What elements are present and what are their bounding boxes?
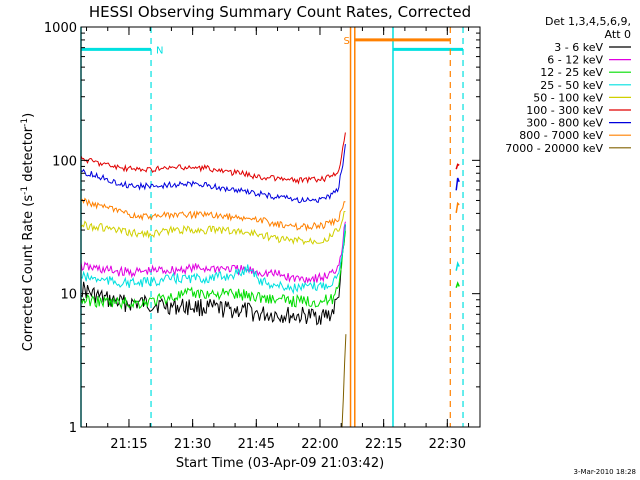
y-axis-label-part: ) (21, 113, 36, 118)
late-series-line (455, 201, 460, 214)
legend-entry-label: 50 - 100 keV (533, 91, 603, 104)
chart-title: HESSI Observing Summary Count Rates, Cor… (89, 3, 471, 21)
y-tick-label: 10 (60, 288, 77, 303)
y-tick-label: 1000 (44, 21, 77, 36)
legend-title: Att 0 (605, 28, 631, 41)
x-tick-label: 21:45 (238, 437, 275, 452)
series-line (80, 221, 346, 285)
late-series-line (455, 163, 460, 170)
legend-entry-label: 800 - 7000 keV (519, 129, 603, 142)
late-series-line (455, 177, 460, 191)
series-line (80, 231, 346, 310)
x-tick-label: 22:30 (429, 437, 466, 452)
late-series-line (455, 281, 460, 288)
plot-frame (80, 26, 481, 428)
y-axis-label-part: detector (21, 126, 36, 186)
y-axis-label-part: Corrected Count Rate (s (21, 195, 36, 352)
x-tick-label: 21:30 (174, 437, 211, 452)
legend-entry-label: 100 - 300 keV (526, 104, 603, 117)
plot-marks: NS (80, 27, 464, 428)
series-line (80, 144, 346, 204)
x-axis-label: Start Time (03-Apr-09 21:03:42) (176, 456, 384, 471)
x-tick-label: 21:15 (110, 437, 147, 452)
series-line (80, 223, 346, 295)
series-line (80, 132, 346, 185)
legend-entry-label: 6 - 12 keV (547, 54, 603, 67)
y-tick-label: 1 (69, 421, 77, 436)
footer-date: 3-Mar-2010 18:28 (574, 468, 636, 476)
y-axis-label-sup: -1 (20, 186, 30, 195)
late-series-line (455, 261, 460, 271)
legend-entry-label: 3 - 6 keV (554, 41, 603, 54)
series-line (341, 334, 347, 428)
saa-label: S (344, 36, 350, 47)
legend-entry-label: 300 - 800 keV (526, 117, 603, 130)
legend-entry-label: 7000 - 20000 keV (505, 142, 603, 155)
x-tick-label: 22:00 (301, 437, 338, 452)
y-tick-label: 100 (52, 154, 77, 169)
y-axis-label-sup: -1 (20, 118, 30, 127)
legend-title: Det 1,3,4,5,6,9, (545, 15, 631, 28)
x-tick-label: 22:15 (365, 437, 402, 452)
series-line (80, 211, 346, 246)
y-axis-label: Corrected Count Rate (s-1 detector-1) (20, 113, 36, 351)
series-line (80, 224, 346, 326)
night-label: N (156, 45, 163, 56)
legend-entry-label: 25 - 50 keV (540, 79, 603, 92)
series-line (80, 197, 346, 232)
legend-entry-label: 12 - 25 keV (540, 66, 603, 79)
axis-ticks: 1 10 100 1000 21:15 21:30 21:45 22:00 22:15 22:30 (44, 21, 480, 452)
